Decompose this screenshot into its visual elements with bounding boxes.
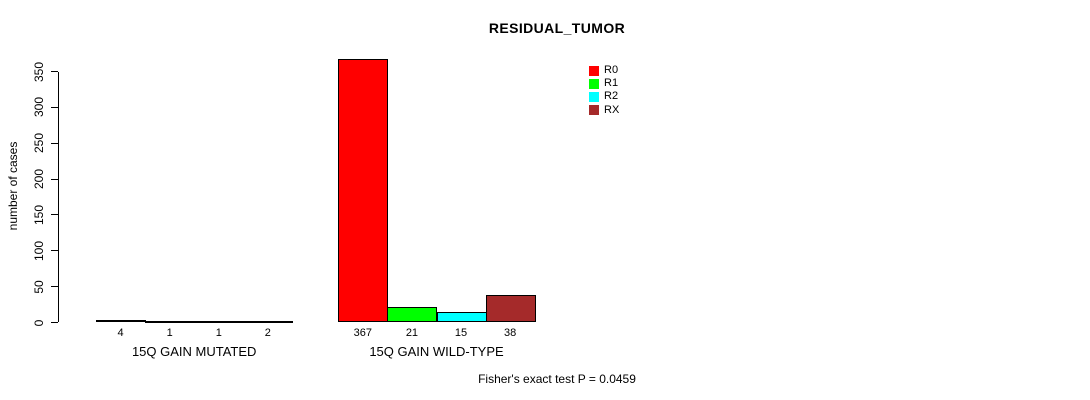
y-axis-tick-label: 350 [32, 61, 46, 82]
y-axis-tick [50, 106, 58, 108]
y-axis-tick [50, 214, 58, 216]
bar-r2-group2 [436, 311, 487, 323]
chart-title: RESIDUAL_TUMOR [488, 20, 626, 36]
x-category-label: 15Q GAIN MUTATED [131, 344, 257, 359]
legend-swatch-r0 [589, 65, 599, 76]
bar-value-label: 367 [353, 327, 373, 339]
legend-item-rx: RX [589, 104, 619, 117]
legend-label: R2 [604, 90, 619, 103]
bar-r1-group1 [145, 321, 196, 324]
bar-rx-group2 [485, 295, 536, 323]
bar-value-label: 1 [215, 327, 222, 339]
y-axis-tick-label: 200 [32, 169, 46, 190]
legend-swatch-rx [589, 105, 599, 116]
x-category-label: 15Q GAIN WILD-TYPE [369, 344, 504, 359]
legend-label: R1 [604, 77, 619, 90]
bar-value-label: 4 [117, 327, 124, 339]
fisher-test-annotation: Fisher's exact test P = 0.0459 [478, 372, 636, 386]
y-axis-tick-label: 150 [32, 204, 46, 225]
bar-r0-group1 [96, 319, 147, 323]
y-axis-tick-label: 50 [32, 279, 46, 294]
y-axis-tick [50, 71, 58, 72]
legend-label: RX [604, 103, 620, 116]
y-axis-tick [50, 322, 58, 323]
bar-value-label: 1 [166, 327, 173, 339]
legend-item-r0: R0 [589, 64, 619, 77]
y-axis-tick-label: 100 [32, 240, 46, 261]
y-axis-tick-label: 250 [32, 133, 46, 154]
y-axis-label: number of cases [6, 141, 20, 231]
bar-value-label: 2 [264, 327, 271, 339]
y-axis-tick [50, 142, 58, 144]
bar-r2-group1 [194, 321, 245, 324]
legend-label: R0 [604, 64, 619, 76]
y-axis-tick-label: 0 [32, 319, 46, 326]
bar-value-label: 15 [454, 327, 468, 339]
legend: R0 R1 R2 RX [589, 64, 619, 117]
y-axis-tick [50, 286, 58, 288]
y-axis-tick-label: 300 [32, 97, 46, 118]
bar-r1-group2 [387, 307, 438, 323]
y-axis-tick [50, 250, 58, 252]
y-axis-spine [57, 71, 59, 322]
bar-value-label: 21 [405, 327, 419, 339]
bar-r0-group2 [338, 59, 389, 323]
bar-rx-group1 [243, 321, 294, 324]
legend-swatch-r1 [589, 78, 599, 89]
legend-item-r2: R2 [589, 90, 619, 103]
bar-value-label: 38 [504, 327, 517, 339]
y-axis-tick [50, 178, 58, 180]
legend-swatch-r2 [589, 91, 599, 102]
legend-item-r1: R1 [589, 77, 619, 90]
